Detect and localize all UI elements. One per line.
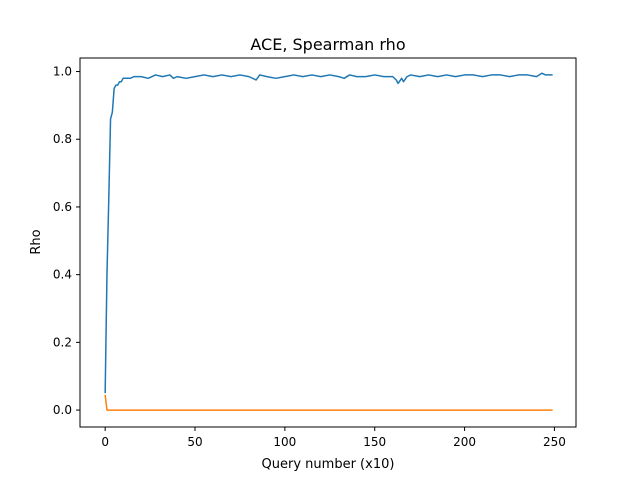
series-line-2 [104, 394, 553, 411]
y-tick-label: 0.6 [53, 200, 72, 214]
y-tick-label: 0.8 [53, 132, 72, 146]
y-tick-label: 1.0 [53, 65, 72, 79]
series-line-1 [104, 72, 553, 394]
x-tick-label: 100 [273, 435, 296, 449]
x-axis-label: Query number (x10) [262, 457, 395, 472]
y-tick-label: 0.0 [53, 403, 72, 417]
chart-title: ACE, Spearman rho [250, 35, 405, 54]
y-axis: 0.0 0.2 0.4 0.6 0.8 1.0 [53, 65, 80, 417]
x-tick-label: 150 [363, 435, 386, 449]
x-tick-label: 50 [187, 435, 202, 449]
x-axis: 0 50 100 150 200 250 [101, 427, 566, 449]
y-tick-label: 0.4 [53, 268, 72, 282]
y-axis-label: Rho [29, 229, 44, 254]
series-layer [104, 72, 553, 411]
plot-frame [79, 57, 577, 428]
y-tick-label: 0.2 [53, 335, 72, 349]
x-tick-label: 0 [101, 435, 109, 449]
x-tick-label: 200 [453, 435, 476, 449]
x-tick-label: 250 [543, 435, 566, 449]
